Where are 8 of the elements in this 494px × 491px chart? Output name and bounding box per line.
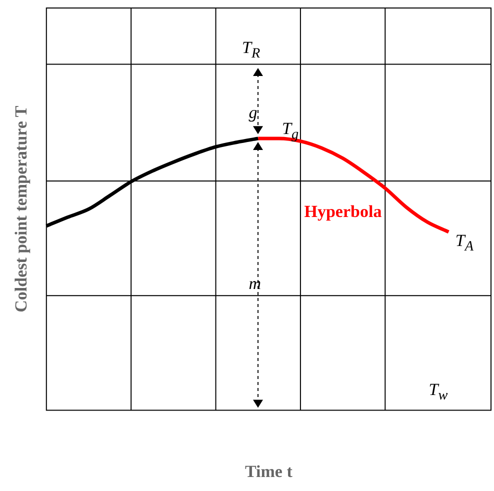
x-axis-title: Time t [245, 462, 293, 482]
y-axis-title: Coldest point temperature T [12, 105, 31, 312]
annotation: T$_{w}$ [428, 379, 448, 406]
annotation: T$_{g}$ [282, 118, 299, 144]
series-label: Hyperbola [304, 202, 382, 221]
text: g [248, 102, 258, 124]
annotation: T$_{A}$ [455, 230, 474, 257]
text: T$_{R}$ [242, 37, 260, 64]
